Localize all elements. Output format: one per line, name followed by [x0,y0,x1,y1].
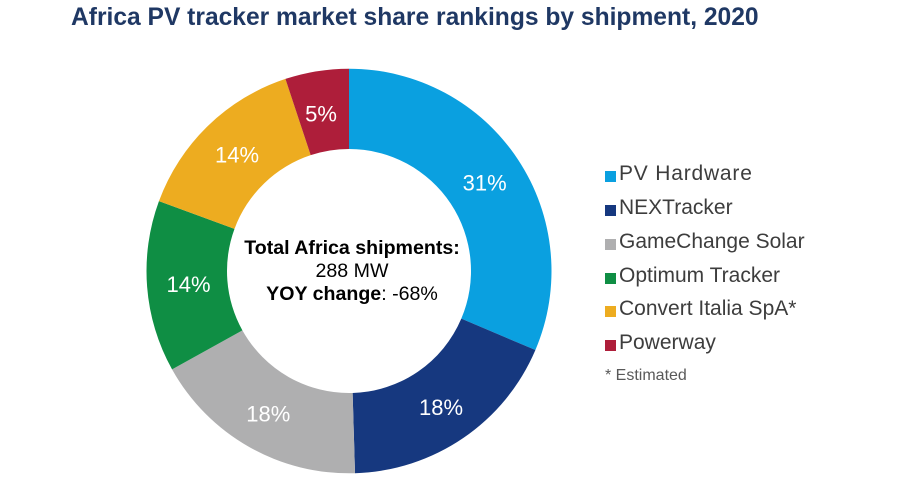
svg-text:18%: 18% [419,395,463,420]
svg-text:31%: 31% [463,170,507,195]
svg-text:5%: 5% [305,101,337,126]
svg-text:14%: 14% [215,142,259,167]
svg-text:14%: 14% [166,272,210,297]
svg-text:18%: 18% [246,401,290,426]
